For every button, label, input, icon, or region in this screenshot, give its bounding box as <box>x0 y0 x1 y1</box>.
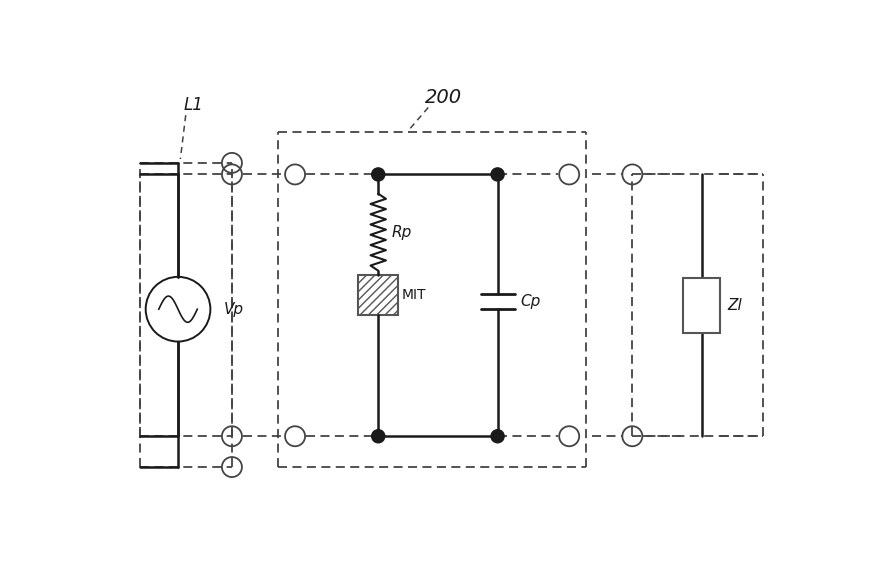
Text: L1: L1 <box>184 96 203 114</box>
Circle shape <box>491 168 504 181</box>
Text: Vp: Vp <box>224 302 245 317</box>
Text: Rp: Rp <box>391 225 411 240</box>
Text: 200: 200 <box>425 88 462 107</box>
Circle shape <box>372 168 385 181</box>
Text: MIT: MIT <box>402 288 426 302</box>
Circle shape <box>372 430 385 443</box>
Bar <box>358 275 398 314</box>
Text: Zl: Zl <box>728 298 743 313</box>
Text: Cp: Cp <box>521 294 541 309</box>
Bar <box>683 278 721 333</box>
Circle shape <box>491 430 504 443</box>
